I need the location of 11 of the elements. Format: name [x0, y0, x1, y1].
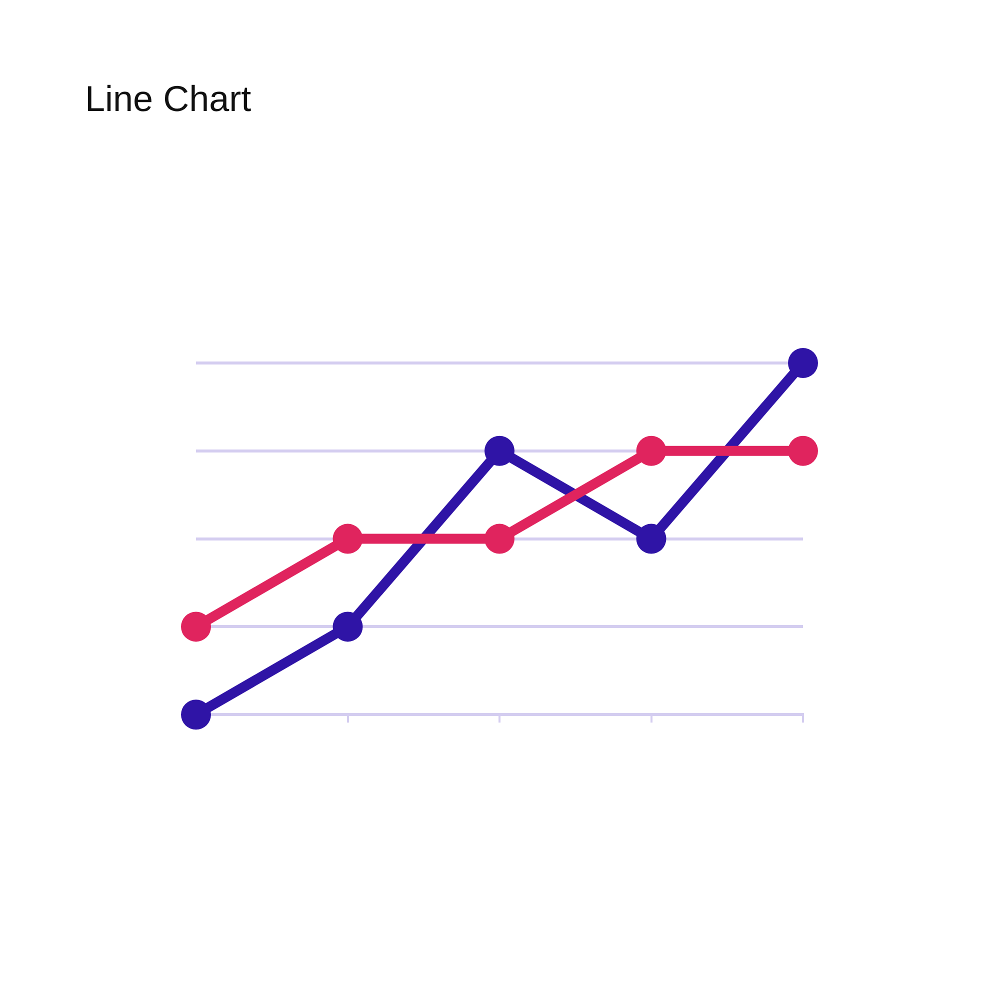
point: [636, 436, 666, 466]
point: [484, 524, 514, 554]
point: [332, 524, 363, 554]
point: [788, 348, 818, 378]
point: [181, 612, 211, 642]
point: [484, 436, 514, 466]
point: [332, 612, 363, 642]
point: [636, 524, 666, 554]
point: [788, 436, 818, 466]
chart-title: Line Chart: [85, 78, 252, 120]
point: [181, 700, 211, 730]
